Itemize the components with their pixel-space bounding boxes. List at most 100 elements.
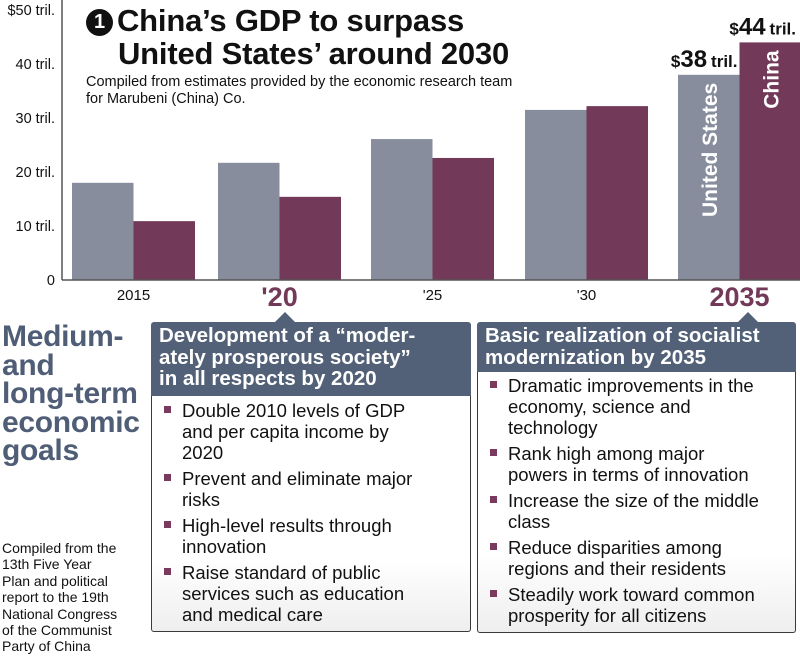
goals-side-heading: Medium- and long-term economic goals [2,320,152,467]
source-line: Party of China [2,638,91,655]
x-tick-label: 2035 [709,282,769,310]
source-note: Compiled from the 13th Five Year Plan an… [2,540,152,655]
source-line: Plan and political [2,572,108,589]
goal-box-header: Basic realization of socialist moderniza… [477,312,796,372]
item-line: Double 2010 levels of GDP [182,399,406,421]
list-item: Increase the size of the middle class [487,490,789,532]
list-item: Steadily work toward common prosperity f… [487,584,789,626]
item-line: technology [508,417,598,438]
square-bullet-icon [490,381,497,388]
y-axis-tick-labels: 0 10 tril. 20 tril. 30 tril. 40 tril. $50 tri… [7,3,55,289]
item-line: regions and their residents [508,558,727,579]
side-heading-line: Medium- [2,320,124,353]
subtitle-line-1: Compiled from estimates provided by the … [86,74,513,90]
item-line: powers in terms of innovation [508,464,749,485]
bar-united-states-0 [72,182,134,280]
item-line: Raise standard of public [182,561,381,583]
header-line: ately prosperous society” [159,345,411,369]
list-item: Double 2010 levels of GDP and per capita… [161,400,464,463]
x-axis-tick-labels: 2015 '20 '25 '30 2035 [117,282,770,310]
item-line: class [508,511,551,532]
item-line: Increase the size of the middle [508,490,759,511]
bar-china-4 [739,42,800,281]
item-line: and medical care [182,603,323,625]
bar-china-0 [133,221,195,280]
header-line: Basic realization of socialist [485,324,760,347]
chart-title: 1 China’s GDP to surpass United States’ a… [86,4,512,70]
bar-united-states-4 [678,74,740,280]
source-line: National Congress [2,605,118,622]
item-line: innovation [182,535,267,557]
x-tick-label: '30 [577,287,597,304]
item-line: Dramatic improvements in the [508,375,754,396]
square-bullet-icon [164,473,171,481]
goal-box-header: Development of a “moder- ately prosperou… [151,312,471,396]
item-line: Rank high among major [508,443,705,464]
subtitle-line-2: for Marubeni (China) Co. [86,91,246,107]
goal-list: Dramatic improvements in the economy, sc… [487,375,789,626]
title-line-2: United States’ around 2030 [118,36,510,71]
goal-box-2035: Basic realization of socialist moderniza… [477,312,796,633]
gdp-bar-chart: 0 10 tril. 20 tril. 30 tril. 40 tril. $50 tri… [7,0,800,310]
chart-title-block: 1 China’s GDP to surpass United States’ a… [86,4,512,108]
square-bullet-icon [490,590,497,597]
side-heading-line: goals [2,434,79,467]
value-annotation: $44 tril. [729,13,796,40]
x-tick-label: '25 [423,287,443,304]
item-line: prosperity for all citizens [508,605,707,626]
side-heading-line: economic [2,405,140,439]
y-tick-label: 20 tril. [16,165,56,181]
in-bar-label: China [760,50,783,109]
list-item: Dramatic improvements in the economy, sc… [487,375,789,438]
item-line: economy, science and [508,396,691,417]
header-line: in all respects by 2020 [159,367,377,390]
y-tick-label: 10 tril. [16,219,56,235]
square-bullet-icon [490,543,497,550]
title-line-1: China’s GDP to surpass [117,3,465,38]
side-heading-line: and [2,348,55,382]
value-annotation: $38 tril. [671,46,738,73]
source-line: 13th Five Year [2,556,92,573]
number-one-badge-icon: 1 [86,9,113,36]
list-item: Reduce disparities among regions and the… [487,537,789,579]
source-line: of the Communist [2,622,112,639]
header-line: modernization by 2035 [485,345,707,369]
item-line: Reduce disparities among [508,537,722,558]
square-bullet-icon [164,567,171,575]
y-tick-label: $50 tril. [7,3,55,19]
goal-box-body: Dramatic improvements in the economy, sc… [477,372,796,633]
item-line: Prevent and eliminate major [182,467,413,489]
bar-united-states-1 [218,162,280,280]
item-line: services such as education [182,582,405,604]
pointer-arrow-icon [737,312,759,323]
square-bullet-icon [490,449,497,456]
x-tick-label: '20 [261,282,297,310]
value-annotations: $38 tril. $44 tril. [671,13,796,72]
item-line: and per capita income by [182,420,389,442]
side-heading-line: long-term [2,377,138,410]
list-item: Rank high among major powers in terms of… [487,443,789,485]
in-bar-label: United States [699,83,722,217]
bar-china-1 [279,196,341,280]
bar-united-states-3 [525,109,587,281]
goal-box-body: Double 2010 levels of GDP and per capita… [151,395,471,632]
header-line: Development of a “moder- [159,324,416,347]
square-bullet-icon [164,520,171,528]
source-line: Compiled from the [2,540,117,556]
y-tick-label: 40 tril. [16,57,56,73]
item-line: Steadily work toward common [508,584,755,605]
item-line: risks [182,488,221,510]
bars: United States China [72,42,800,281]
list-item: High-level results through innovation [161,515,464,557]
item-line: 2020 [182,441,224,463]
list-item: Raise standard of public services such a… [161,562,464,625]
pointer-arrow-icon [274,312,296,323]
bar-china-2 [432,157,494,280]
goal-list: Double 2010 levels of GDP and per capita… [161,400,464,625]
list-item: Prevent and eliminate major risks [161,468,464,510]
bar-united-states-2 [371,139,433,280]
square-bullet-icon [164,405,171,413]
x-tick-label: 2015 [117,287,150,304]
bar-china-3 [586,106,648,281]
source-line: report to the 19th [2,589,109,606]
